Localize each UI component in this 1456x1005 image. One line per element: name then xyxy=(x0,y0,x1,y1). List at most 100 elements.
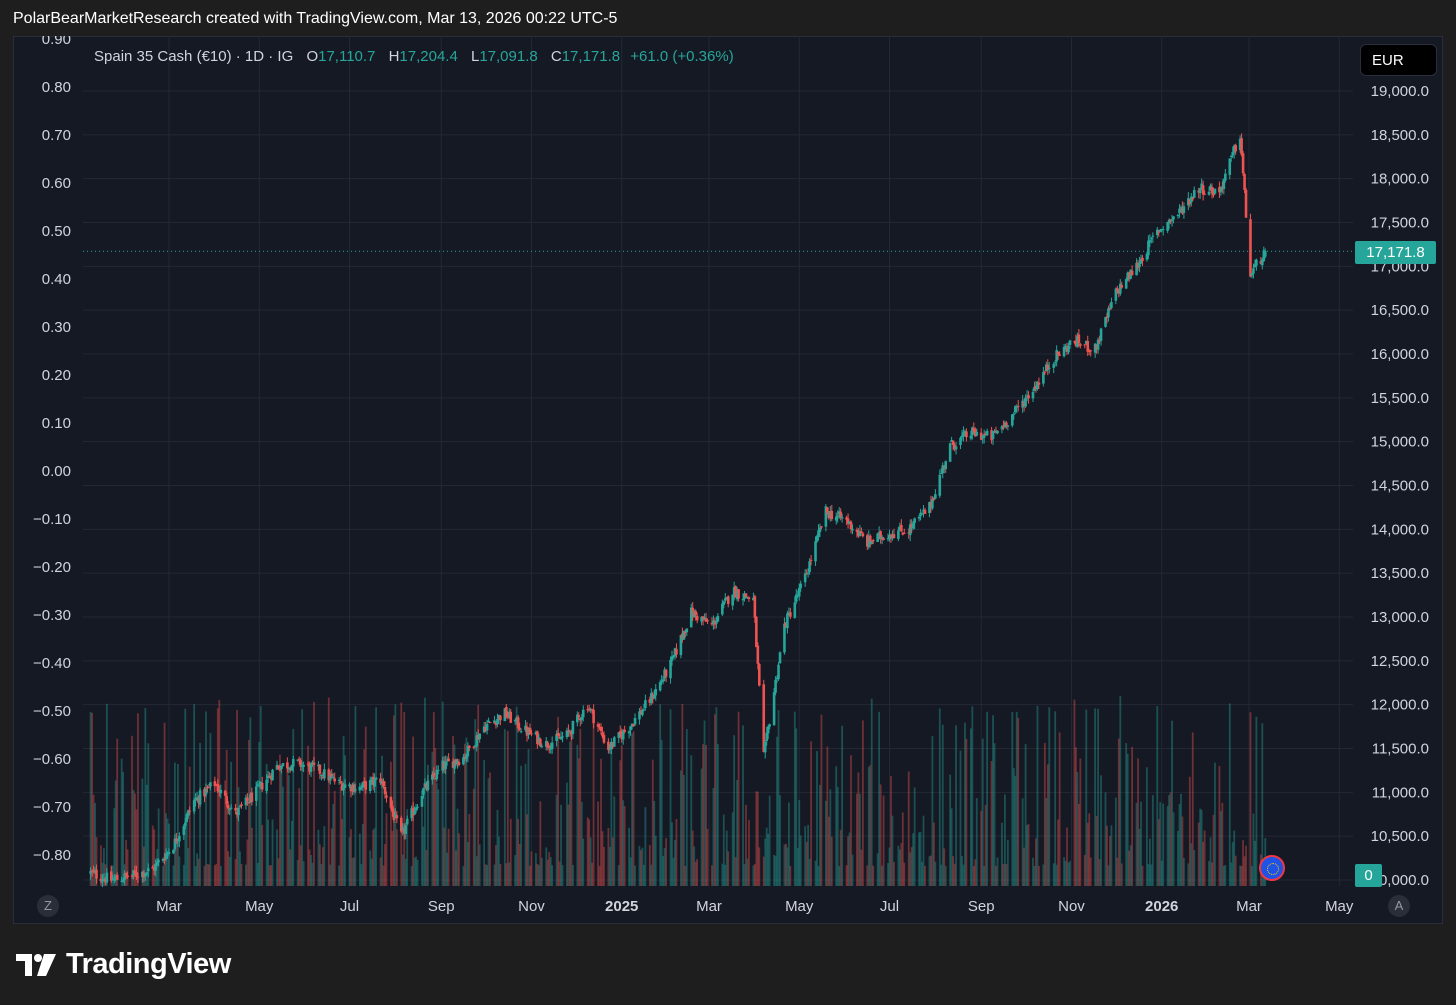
candle-body xyxy=(880,537,884,540)
volume-bar xyxy=(785,843,787,886)
candle-body xyxy=(920,513,924,515)
low-value: 17,091.8 xyxy=(479,48,538,65)
candle-body xyxy=(1005,422,1008,427)
currency-button[interactable]: EUR xyxy=(1360,44,1437,76)
candle-body xyxy=(1221,187,1224,189)
candle-body xyxy=(876,533,879,542)
candle xyxy=(1056,351,1060,360)
volume-bar xyxy=(1106,825,1108,886)
candlestick-chart[interactable]: 19,000.018,500.018,000.017,500.017,000.0… xyxy=(13,36,1443,924)
volume-bar xyxy=(938,708,941,886)
candle xyxy=(392,808,396,823)
candle xyxy=(93,867,97,874)
candle xyxy=(213,776,217,793)
volume-bar xyxy=(475,856,478,886)
volume-bar xyxy=(795,728,798,886)
candle-body xyxy=(911,522,915,529)
candle-body xyxy=(629,726,632,731)
candle-body xyxy=(601,732,604,737)
candle-body xyxy=(919,512,922,517)
volume-bar xyxy=(742,725,744,886)
candle-body xyxy=(723,598,727,601)
candle-body xyxy=(1141,257,1144,262)
volume-bar xyxy=(959,750,962,886)
candle-body xyxy=(361,782,365,788)
candle xyxy=(827,511,831,520)
symbol-label[interactable]: Spain 35 Cash (€10) · 1D · IG xyxy=(94,48,294,65)
candle xyxy=(1221,181,1224,194)
candle xyxy=(744,593,748,599)
volume-bar xyxy=(702,744,704,886)
chart-frame[interactable] xyxy=(13,36,1443,924)
candle-body xyxy=(1150,238,1153,240)
volume-bar xyxy=(1222,865,1225,886)
candle-body xyxy=(544,741,548,747)
candle xyxy=(130,874,134,879)
candle-body xyxy=(389,796,393,808)
candle-body xyxy=(866,535,869,547)
candle xyxy=(360,784,363,791)
volume-bar xyxy=(447,828,450,886)
candle-body xyxy=(1155,229,1159,235)
volume-bar xyxy=(580,801,583,886)
candle xyxy=(590,708,594,714)
volume-bar xyxy=(364,726,367,886)
auto-scale-button[interactable]: A xyxy=(1388,895,1410,917)
candle xyxy=(327,768,331,783)
volume-bar xyxy=(674,839,676,886)
candle xyxy=(525,722,529,742)
candle-body xyxy=(358,786,362,791)
volume-bar xyxy=(830,836,833,886)
candle-body xyxy=(1181,207,1184,214)
zoom-reset-button[interactable]: Z xyxy=(37,895,59,917)
candle xyxy=(442,756,446,774)
volume-bar xyxy=(764,838,767,886)
candle-body xyxy=(518,727,521,730)
candle-body xyxy=(132,870,135,876)
candle xyxy=(700,616,703,626)
volume-bar xyxy=(1162,803,1165,886)
candle-body xyxy=(546,742,550,748)
candle xyxy=(608,743,612,754)
volume-bar xyxy=(1172,812,1175,886)
candle-body xyxy=(1003,422,1007,428)
candle-body xyxy=(425,783,428,789)
volume-bar xyxy=(607,827,610,886)
volume-bar xyxy=(793,711,796,886)
volume-bar xyxy=(424,697,426,886)
volume-bar xyxy=(671,822,673,886)
volume-bar xyxy=(452,736,454,886)
candle-body xyxy=(215,784,218,786)
candle xyxy=(799,580,803,592)
candle-body xyxy=(703,617,706,621)
candle-body xyxy=(317,764,320,767)
candle-body xyxy=(1006,425,1010,427)
volume-bar xyxy=(965,738,968,886)
volume-bar xyxy=(545,847,548,886)
eu-flag-icon[interactable] xyxy=(1259,855,1285,881)
candle xyxy=(124,872,128,879)
volume-bar xyxy=(215,863,218,886)
time-tick-label: 2025 xyxy=(605,898,638,915)
volume-bar xyxy=(209,733,212,886)
candle-body xyxy=(592,709,595,724)
volume-bar xyxy=(796,847,799,886)
volume-bar xyxy=(329,864,332,886)
candle-body xyxy=(318,764,322,774)
candle-body xyxy=(701,616,705,620)
candle xyxy=(818,523,822,538)
volume-bar xyxy=(582,838,585,886)
brand-logo[interactable]: TradingView xyxy=(16,948,231,981)
candle xyxy=(723,593,727,604)
volume-bar xyxy=(705,744,707,886)
candle xyxy=(1150,237,1153,244)
candle-body xyxy=(820,526,823,528)
volume-bar xyxy=(91,712,93,886)
volume-bar xyxy=(1057,819,1060,886)
volume-bar xyxy=(1052,863,1055,886)
volume-bar xyxy=(931,735,934,886)
candle-body xyxy=(981,436,984,439)
candle-body xyxy=(213,781,217,787)
candle xyxy=(1095,344,1098,354)
volume-bar xyxy=(733,735,736,886)
